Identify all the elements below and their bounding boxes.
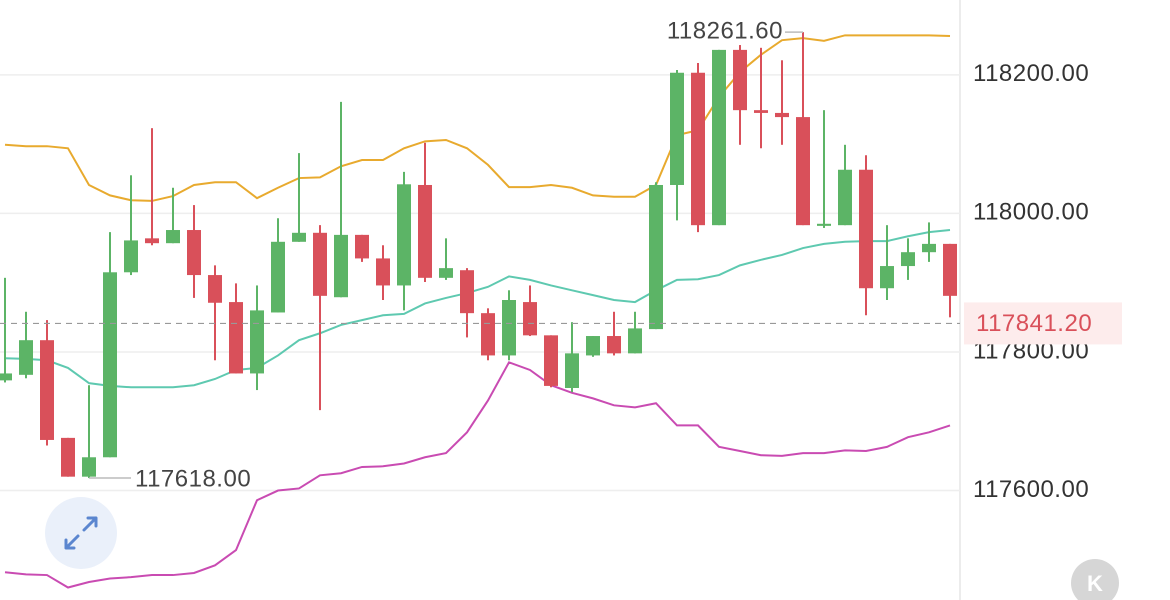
candle-body [523,302,537,336]
candle-body [145,238,159,244]
candle-body [754,110,768,113]
high-annotation: 118261.60 [667,17,783,44]
logo: K [1071,559,1119,600]
candle-body [712,49,726,226]
candle-body [628,328,642,354]
candle-body [796,117,810,226]
expand-icon [64,516,98,550]
candle-body [439,268,453,278]
candle-body [922,243,936,253]
expand-circle[interactable] [45,497,117,569]
y-tick-label: 118000.00 [973,199,1089,226]
band-line [4,361,951,589]
candle-body [565,353,579,388]
candle-body [208,275,222,303]
candle-body [418,184,432,278]
candle-body [544,335,558,386]
candle-body [397,184,411,286]
candle-body [376,258,390,286]
candle-body [586,336,600,356]
candle-body [481,313,495,356]
low-annotation: 117618.00 [135,465,251,492]
candle-body [61,437,75,477]
candle-body [691,72,705,226]
candle-body [901,252,915,267]
candle-body [775,112,789,118]
candle-body [19,340,33,375]
candle-body [649,184,663,330]
candle-body [670,72,684,185]
candle-body [124,240,138,273]
expand-button[interactable] [45,497,117,569]
band-line [4,34,951,202]
candle-body [838,169,852,226]
candle-body [460,270,474,314]
candle-body [103,272,117,458]
candle-body [0,373,12,381]
last-price-label: 117841.20 [976,310,1092,337]
logo-circle [1071,559,1119,600]
candle-body [943,243,957,296]
candle-body [817,223,831,226]
candle-body [229,302,243,374]
candle-body [880,266,894,289]
candle-body [292,232,306,242]
candle-body [334,234,348,298]
y-tick-label: 117600.00 [973,476,1089,503]
band-line [4,229,951,389]
candle-body [40,340,54,440]
candle-body [502,300,516,356]
candle-body [859,169,873,289]
candle-body [166,230,180,244]
logo-text: K [1087,571,1103,596]
y-tick-label: 118200.00 [973,60,1089,87]
candle-body [271,241,285,313]
candle-body [313,232,327,296]
candle-body [355,234,369,259]
candle-body [250,310,264,374]
candle-body [607,336,621,354]
candle-body [82,457,96,477]
candle-body [187,230,201,276]
candle-body [733,49,747,111]
last-price-box [964,302,1122,345]
